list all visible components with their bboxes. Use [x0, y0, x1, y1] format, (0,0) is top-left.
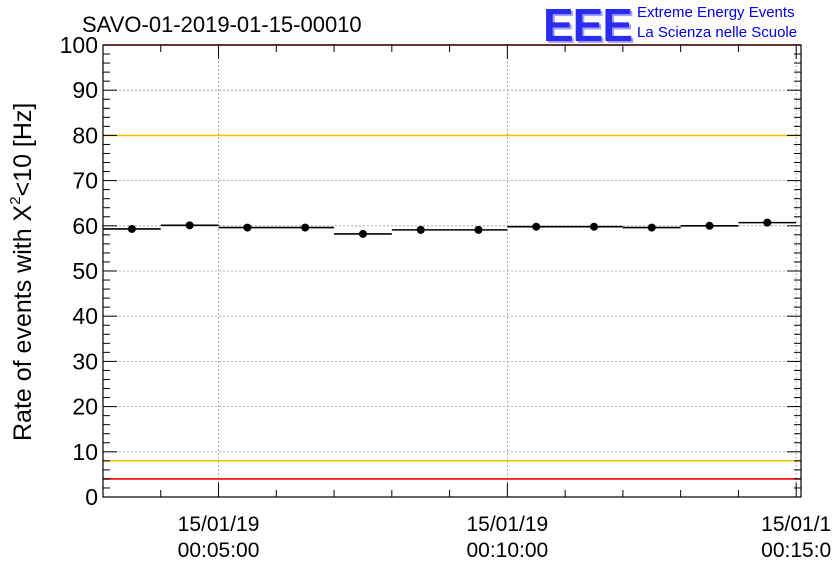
x-tick-date-label: 15/01/1 [761, 513, 831, 536]
x-tick-time-label: 00:15:0 [761, 539, 831, 562]
x-tick-time-label: 00:10:00 [466, 539, 548, 562]
y-tick-label: 10 [72, 439, 98, 465]
eee-logo-mark: EEE [543, 0, 633, 51]
y-tick-label: 90 [72, 77, 98, 103]
y-tick-label: 20 [72, 394, 98, 420]
data-point [243, 223, 252, 232]
reference-lines [103, 44, 801, 480]
data-point [532, 222, 541, 231]
y-tick-label: 70 [72, 168, 98, 194]
data-point [127, 224, 136, 233]
y-axis-label-tail: <10 [Hz] [9, 103, 37, 197]
data-point [647, 223, 656, 232]
chart-title: SAVO-01-2019-01-15-00010 [82, 12, 362, 37]
y-tick-label: 40 [72, 303, 98, 329]
eee-logo-line2: La Scienza nelle Scuole [637, 24, 798, 41]
y-tick-label: 100 [60, 32, 98, 58]
x-tick-date-label: 15/01/19 [178, 513, 260, 536]
y-axis-label-sup: 2 [7, 196, 24, 204]
y-tick-label: 30 [72, 348, 98, 374]
data-point [590, 222, 599, 231]
data-point [358, 229, 367, 238]
grid [103, 45, 801, 497]
data-point [705, 221, 714, 230]
y-axis-label-main: Rate of events with X [9, 204, 37, 441]
eee-logo-line1: Extreme Energy Events [637, 4, 795, 21]
y-tick-label: 80 [72, 122, 98, 148]
data-point [474, 225, 483, 234]
data-point [185, 221, 194, 230]
y-tick-label: 0 [85, 484, 98, 510]
y-tick-label: 50 [72, 258, 98, 284]
data-point [301, 223, 310, 232]
data-point [416, 225, 425, 234]
y-axis-label: Rate of events with X2<10 [Hz] [7, 103, 37, 441]
axis-ticks: 0 10 20 30 40 50 60 70 80 90 100 15/01/19 00:05:00 15… [60, 32, 832, 562]
x-tick-date-label: 15/01/19 [466, 513, 548, 536]
y-tick-label: 60 [72, 213, 98, 239]
data-points [103, 218, 797, 238]
eee-logo: EEE Extreme Energy Events La Scienza nel… [543, 0, 836, 51]
x-tick-time-label: 00:05:00 [178, 539, 260, 562]
data-point [763, 218, 772, 227]
